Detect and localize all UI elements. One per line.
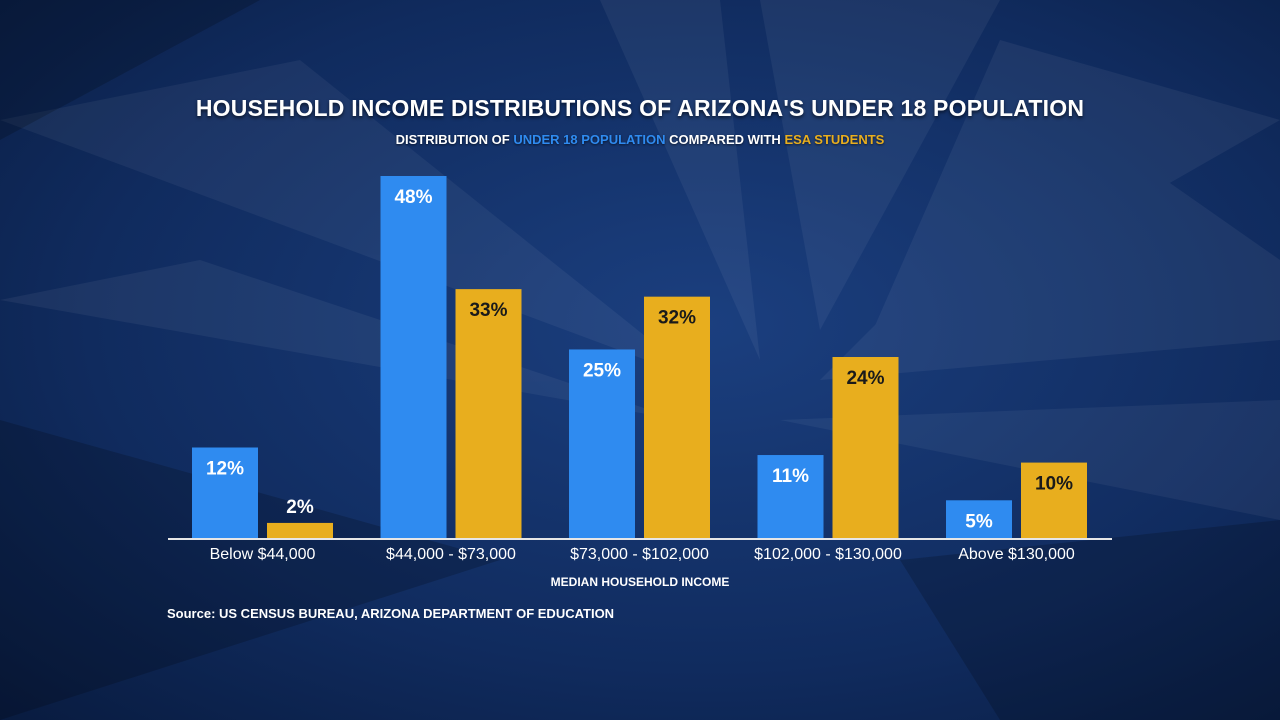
bar-label-under-18-0: 12% xyxy=(206,459,244,480)
bar-under-18-4 xyxy=(946,500,1012,538)
bar-esa-1 xyxy=(455,289,522,538)
subtitle-prefix: DISTRIBUTION OF xyxy=(395,132,514,147)
category-label-4: Above $130,000 xyxy=(958,546,1075,563)
bar-label-under-18-3: 11% xyxy=(772,466,809,487)
bar-esa-3 xyxy=(832,357,899,538)
subtitle-middle: COMPARED WITH xyxy=(665,132,785,147)
bar-under-18-3 xyxy=(757,455,824,538)
bar-label-esa-1: 33% xyxy=(469,300,507,321)
category-label-0: Below $44,000 xyxy=(210,546,316,563)
bar-label-esa-0: 2% xyxy=(286,497,314,518)
bar-under-18-1 xyxy=(380,176,447,538)
bar-label-esa-2: 32% xyxy=(658,308,696,329)
x-axis-title: MEDIAN HOUSEHOLD INCOME xyxy=(550,575,730,589)
chart-subtitle: DISTRIBUTION OF UNDER 18 POPULATION COMP… xyxy=(0,132,1280,147)
bar-label-esa-3: 24% xyxy=(846,368,884,389)
bar-label-under-18-4: 5% xyxy=(965,511,993,532)
source-note: Source: US CENSUS BUREAU, ARIZONA DEPART… xyxy=(167,606,615,621)
bar-under-18-2 xyxy=(569,349,635,538)
bar-label-under-18-2: 25% xyxy=(583,360,621,381)
category-label-3: $102,000 - $130,000 xyxy=(754,546,902,563)
legend-series-under-18: UNDER 18 POPULATION xyxy=(513,132,666,147)
bar-under-18-0 xyxy=(192,447,258,538)
category-label-2: $73,000 - $102,000 xyxy=(570,546,709,563)
bar-esa-0 xyxy=(267,522,333,538)
bar-esa-4 xyxy=(1021,462,1087,538)
bars-group: 12% 2% 48% 33% 25% 32% 11% 24% 5% 10% xyxy=(192,176,1087,538)
bar-label-esa-4: 10% xyxy=(1035,474,1073,495)
category-labels: Below $44,000 $44,000 - $73,000 $73,000 - … xyxy=(210,546,1075,563)
category-label-1: $44,000 - $73,000 xyxy=(386,546,516,563)
bar-esa-2 xyxy=(644,296,710,538)
chart-title: HOUSEHOLD INCOME DISTRIBUTIONS OF ARIZON… xyxy=(195,95,1085,121)
legend-series-esa: ESA STUDENTS xyxy=(784,132,885,147)
bar-label-under-18-1: 48% xyxy=(394,187,432,208)
